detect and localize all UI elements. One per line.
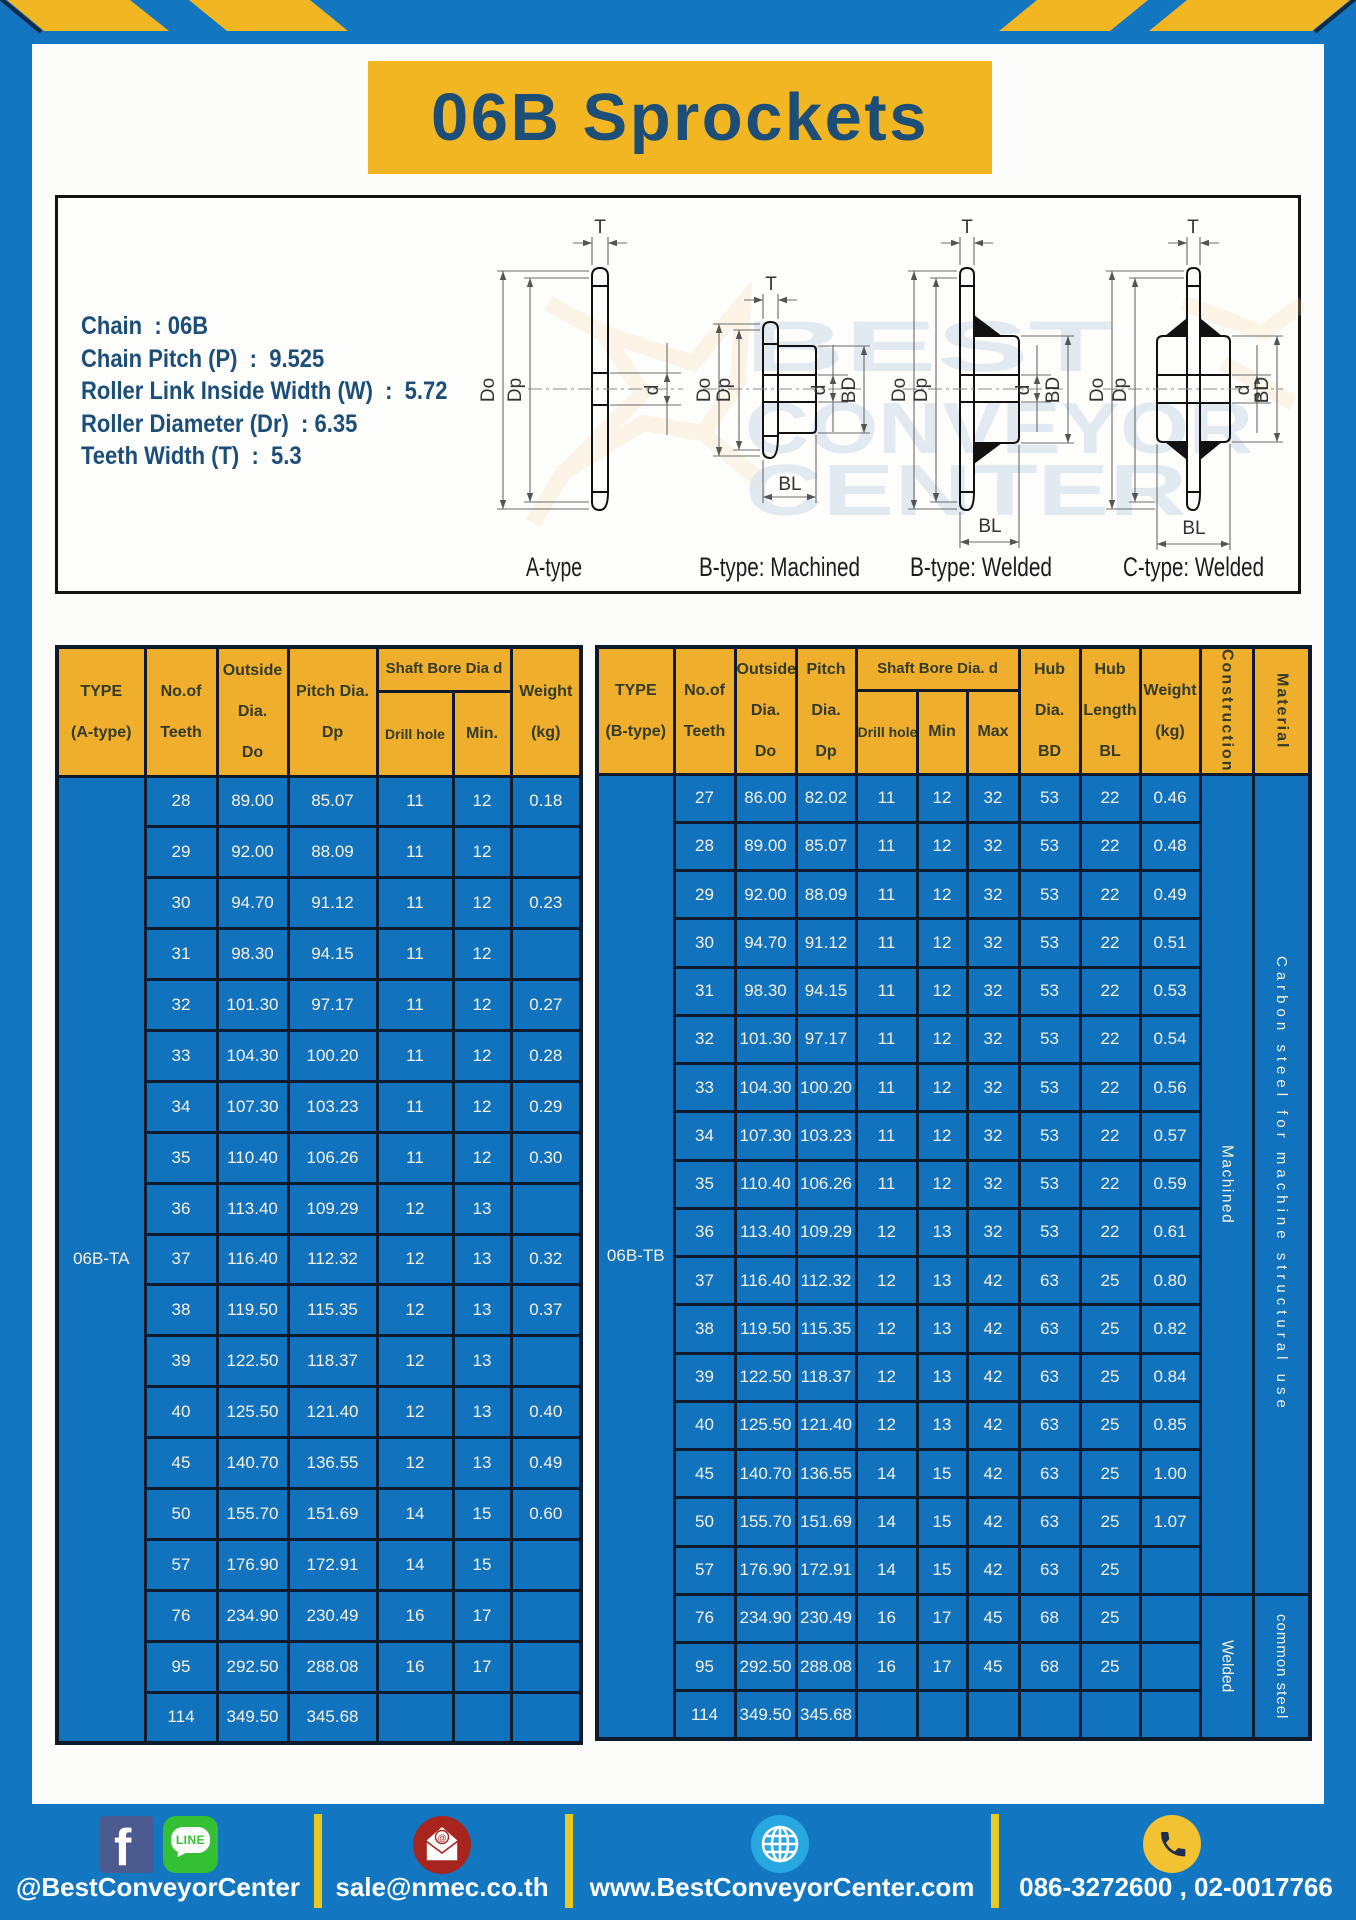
svg-text:d: d (1013, 385, 1034, 396)
svg-text:d: d (1233, 385, 1254, 396)
svg-text:d: d (809, 385, 830, 396)
svg-text:BL: BL (1182, 518, 1205, 539)
svg-text:BL: BL (978, 516, 1001, 537)
svg-text:BD: BD (1043, 377, 1064, 403)
svg-text:Dp: Dp (505, 378, 526, 402)
svg-text:Dp: Dp (911, 378, 932, 402)
svg-text:BD: BD (839, 377, 860, 403)
svg-text:Dp: Dp (714, 378, 735, 402)
svg-text:@: @ (437, 1833, 446, 1843)
svg-text:B-type: Machined: B-type: Machined (699, 552, 860, 582)
svg-text:BD: BD (1252, 377, 1273, 403)
svg-text:B-type: Welded: B-type: Welded (910, 552, 1052, 582)
svg-text:C-type: Welded: C-type: Welded (1123, 552, 1264, 582)
svg-text:Dp: Dp (1110, 378, 1131, 402)
svg-text:Do: Do (889, 378, 910, 402)
svg-text:BL: BL (778, 474, 801, 495)
svg-text:T: T (765, 274, 777, 295)
svg-text:T: T (961, 217, 973, 238)
svg-text:T: T (1187, 217, 1199, 238)
svg-text:Do: Do (1087, 378, 1108, 402)
svg-text:A-type: A-type (526, 552, 582, 582)
svg-text:d: d (642, 385, 663, 396)
svg-text:T: T (594, 217, 606, 238)
svg-text:Do: Do (478, 378, 499, 402)
svg-text:Do: Do (694, 378, 715, 402)
